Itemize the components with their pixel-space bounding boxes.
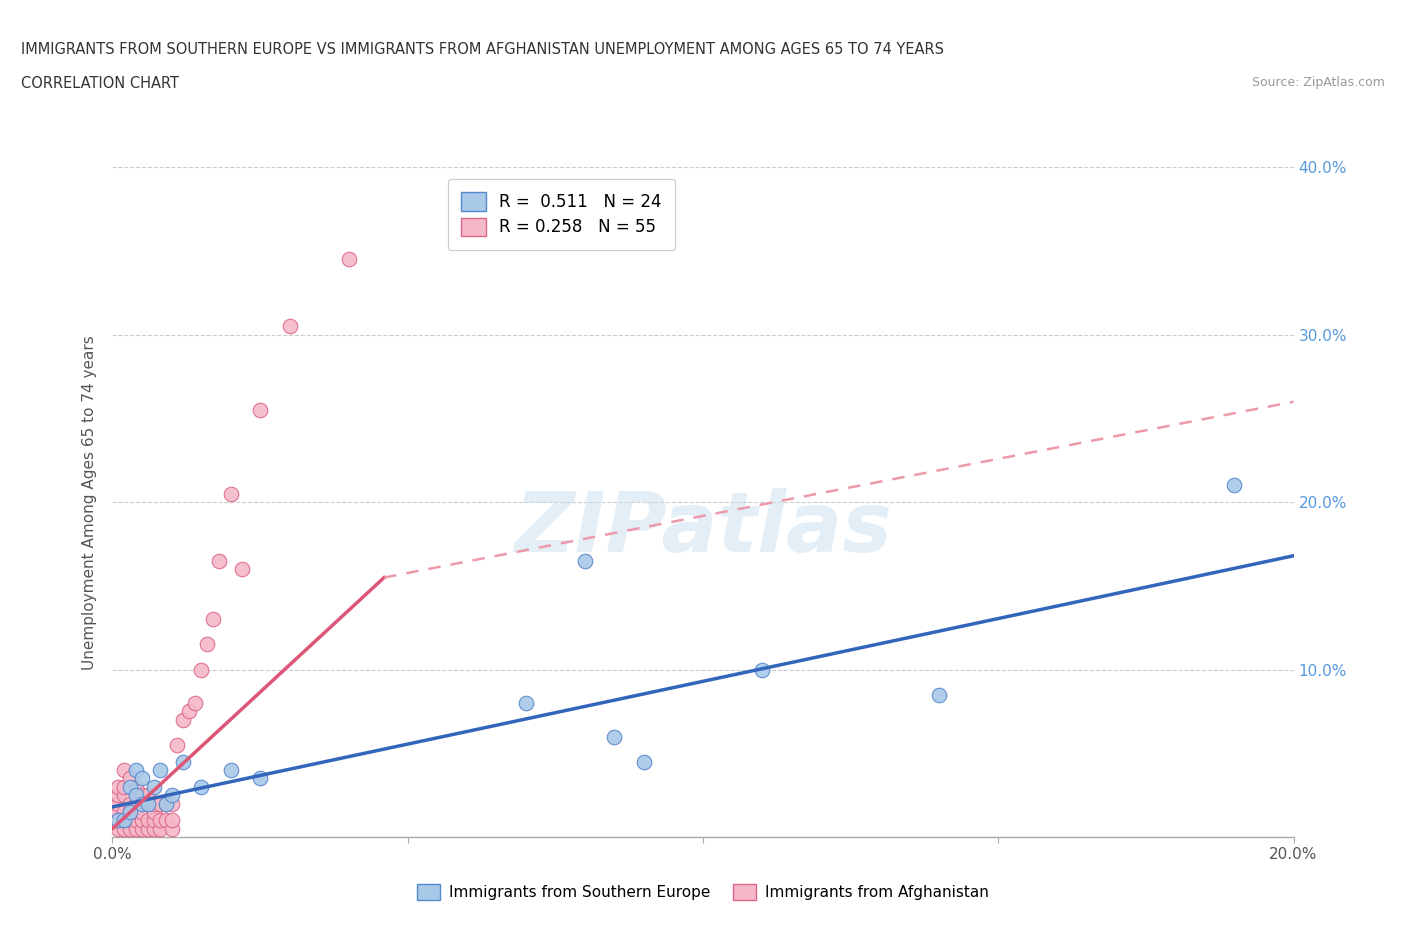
Point bbox=[107, 813, 129, 828]
Point bbox=[208, 553, 231, 568]
Point bbox=[136, 788, 159, 803]
Point bbox=[120, 796, 142, 811]
Point bbox=[149, 796, 172, 811]
Point bbox=[131, 813, 153, 828]
Point bbox=[231, 562, 253, 577]
Point bbox=[142, 804, 165, 819]
Point bbox=[125, 813, 148, 828]
Point bbox=[120, 804, 142, 819]
Point bbox=[160, 788, 183, 803]
Point bbox=[107, 813, 129, 828]
Point bbox=[131, 796, 153, 811]
Point bbox=[131, 771, 153, 786]
Text: CORRELATION CHART: CORRELATION CHART bbox=[21, 76, 179, 91]
Point bbox=[112, 763, 135, 777]
Text: IMMIGRANTS FROM SOUTHERN EUROPE VS IMMIGRANTS FROM AFGHANISTAN UNEMPLOYMENT AMON: IMMIGRANTS FROM SOUTHERN EUROPE VS IMMIG… bbox=[21, 42, 943, 57]
Point bbox=[160, 796, 183, 811]
Point bbox=[1223, 478, 1246, 493]
Point bbox=[120, 821, 142, 836]
Text: ZIPatlas: ZIPatlas bbox=[515, 488, 891, 569]
Point bbox=[190, 779, 212, 794]
Point bbox=[125, 796, 148, 811]
Point bbox=[149, 763, 172, 777]
Point bbox=[574, 553, 596, 568]
Point bbox=[112, 804, 135, 819]
Point bbox=[131, 804, 153, 819]
Point bbox=[112, 779, 135, 794]
Point bbox=[195, 637, 218, 652]
Point bbox=[136, 796, 159, 811]
Point bbox=[633, 754, 655, 769]
Point bbox=[136, 821, 159, 836]
Point bbox=[142, 796, 165, 811]
Point bbox=[136, 813, 159, 828]
Point bbox=[160, 821, 183, 836]
Point bbox=[125, 788, 148, 803]
Point bbox=[155, 796, 177, 811]
Point bbox=[120, 813, 142, 828]
Point bbox=[149, 821, 172, 836]
Point bbox=[179, 704, 201, 719]
Point bbox=[107, 821, 129, 836]
Point bbox=[120, 779, 142, 794]
Point bbox=[125, 763, 148, 777]
Point bbox=[278, 319, 301, 334]
Point bbox=[219, 763, 242, 777]
Point bbox=[155, 813, 177, 828]
Point bbox=[107, 788, 129, 803]
Point bbox=[125, 821, 148, 836]
Point bbox=[112, 813, 135, 828]
Point bbox=[515, 696, 537, 711]
Point bbox=[112, 821, 135, 836]
Point bbox=[112, 788, 135, 803]
Point bbox=[249, 771, 271, 786]
Y-axis label: Unemployment Among Ages 65 to 74 years: Unemployment Among Ages 65 to 74 years bbox=[82, 335, 97, 670]
Point bbox=[928, 687, 950, 702]
Point bbox=[107, 779, 129, 794]
Legend: Immigrants from Southern Europe, Immigrants from Afghanistan: Immigrants from Southern Europe, Immigra… bbox=[411, 878, 995, 907]
Point bbox=[603, 729, 626, 744]
Point bbox=[149, 813, 172, 828]
Point bbox=[219, 486, 242, 501]
Point bbox=[249, 403, 271, 418]
Text: Source: ZipAtlas.com: Source: ZipAtlas.com bbox=[1251, 76, 1385, 89]
Point bbox=[160, 813, 183, 828]
Point bbox=[172, 712, 194, 727]
Point bbox=[107, 804, 129, 819]
Point bbox=[184, 696, 207, 711]
Point bbox=[172, 754, 194, 769]
Point bbox=[155, 796, 177, 811]
Point bbox=[125, 779, 148, 794]
Point bbox=[136, 796, 159, 811]
Point bbox=[120, 804, 142, 819]
Point bbox=[131, 788, 153, 803]
Point bbox=[112, 813, 135, 828]
Point bbox=[166, 737, 188, 752]
Point bbox=[142, 813, 165, 828]
Point bbox=[142, 779, 165, 794]
Point bbox=[120, 771, 142, 786]
Point bbox=[337, 252, 360, 267]
Point bbox=[201, 612, 224, 627]
Point bbox=[107, 796, 129, 811]
Point bbox=[142, 821, 165, 836]
Point bbox=[190, 662, 212, 677]
Point bbox=[131, 821, 153, 836]
Point bbox=[751, 662, 773, 677]
Point bbox=[125, 804, 148, 819]
